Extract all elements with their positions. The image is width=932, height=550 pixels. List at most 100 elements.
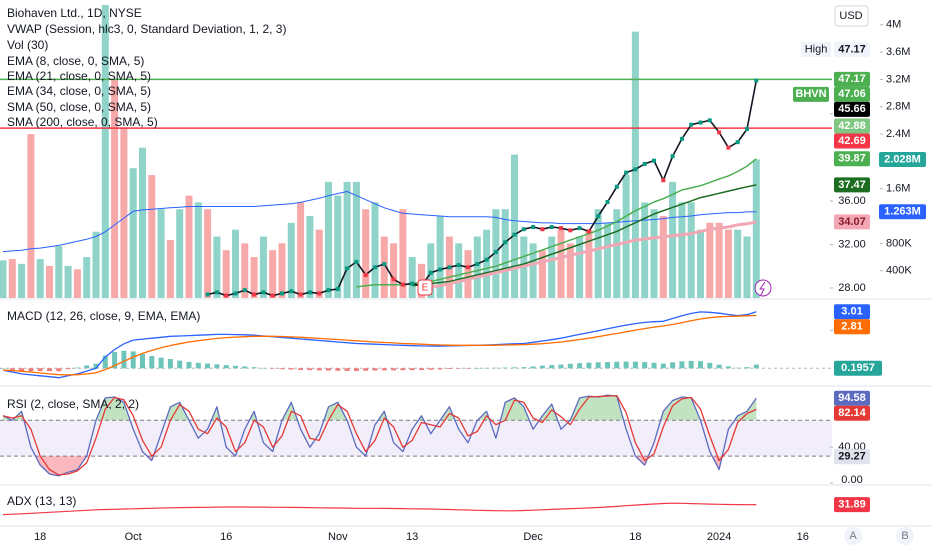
currency-button[interactable] (834, 5, 869, 27)
volume-bar (669, 181, 677, 298)
volume-ma-line (2, 191, 757, 253)
price-candle (652, 158, 656, 163)
macd-histogram-bar (28, 368, 34, 372)
volume-bar (36, 259, 44, 298)
macd-histogram-bar (112, 352, 118, 369)
macd-histogram-bar (446, 368, 452, 370)
volume-bar (0, 260, 7, 298)
volume-bar (455, 243, 463, 298)
macd-histogram-bar (670, 362, 676, 369)
volume-bar (287, 222, 295, 298)
legend-entry: EMA (21, close, 0, SMA, 5) (7, 69, 151, 83)
volume-bar (241, 243, 249, 298)
rsi-value-label: 82.14 (838, 407, 866, 419)
price-candle (670, 154, 675, 159)
volume-bar (111, 79, 119, 298)
macd-histogram-bar (549, 365, 555, 369)
volume-value-label: 2.028M (884, 153, 921, 165)
y2-tick-label: 1.6M (886, 183, 910, 195)
price-candle (252, 292, 257, 297)
macd-histogram-bar (623, 361, 629, 369)
macd-histogram-bar (437, 368, 443, 370)
price-level-label-box (834, 71, 870, 87)
volume-bar (613, 209, 621, 298)
high-value-label: 47.17 (838, 43, 866, 55)
price-level-label-box (834, 101, 870, 117)
adx-value-label-box (834, 497, 870, 513)
macd-histogram-bar (493, 367, 499, 369)
y2-tick-label: 2.4M (886, 128, 910, 140)
price-candle (224, 293, 229, 298)
price-candle (280, 291, 284, 296)
macd-histogram-bar (93, 363, 99, 369)
price-candle (642, 161, 647, 166)
scale-button[interactable] (844, 527, 862, 545)
price-candle (614, 184, 619, 189)
macd-histogram-bar (409, 368, 415, 371)
macd-histogram-bar (539, 365, 545, 369)
macd-histogram-bar (372, 368, 378, 371)
volume-bar (148, 175, 156, 298)
y-tick-label: 32.00 (838, 238, 866, 250)
volume-bar (213, 236, 221, 298)
scale-button-label: A (849, 530, 857, 542)
earnings-icon[interactable] (417, 279, 433, 296)
scale-button[interactable] (896, 527, 914, 545)
volume-bar (631, 31, 639, 298)
price-level-label-box (834, 118, 870, 134)
ma-value-label: 37.47 (838, 179, 866, 191)
price-candle (745, 127, 749, 132)
macd-histogram-bar (344, 368, 350, 371)
volume-bar (371, 202, 379, 298)
macd-histogram-bar (65, 368, 71, 370)
volume-value-label-box (879, 151, 926, 167)
ma-value-label-box (834, 177, 870, 193)
price-candle (391, 277, 396, 282)
dividend-icon[interactable] (754, 279, 772, 297)
volume-bar (697, 229, 704, 298)
macd-histogram-bar (177, 360, 183, 369)
macd-histogram-bar (0, 368, 6, 369)
volume-bar (334, 195, 342, 298)
macd-histogram-bar (195, 362, 201, 369)
volume-bar (120, 127, 128, 298)
rsi-level-label: 29.27 (838, 451, 866, 463)
histogram-value-label: 0.1957 (841, 362, 875, 374)
macd-histogram-bar (56, 368, 62, 372)
price-candle (735, 140, 740, 145)
price-level-label: 47.17 (838, 73, 866, 85)
y-tick-label: 28.00 (838, 282, 866, 294)
y-tick-label: 36.00 (838, 195, 866, 207)
x-tick-label: 2024 (707, 531, 731, 543)
macd-histogram-bar (74, 367, 80, 369)
volume-bar (743, 236, 751, 298)
volume-bar (204, 209, 212, 298)
price-candle (270, 293, 275, 298)
price-candle (456, 263, 461, 268)
price-candle (289, 289, 294, 294)
volume-bar (622, 175, 630, 298)
price-candle (717, 130, 722, 135)
price-candle (317, 291, 322, 296)
scale-button-label: B (901, 530, 908, 542)
volume-bar (604, 222, 611, 298)
macd-histogram-bar (9, 368, 15, 370)
macd-histogram-bar (223, 365, 229, 369)
macd-histogram-bar (698, 361, 703, 369)
macd-histogram-bar (753, 364, 759, 369)
volume-bar (687, 202, 695, 298)
ma-value-label: 34.07 (838, 216, 866, 228)
price-candle (242, 288, 247, 293)
macd-histogram-bar (419, 368, 424, 370)
ma-value-label-box (834, 151, 870, 167)
macd-histogram-bar (456, 368, 462, 369)
macd-histogram-bar (465, 368, 471, 369)
volume-bar (659, 216, 667, 298)
overlay: E Biohaven Ltd., 1D, NYSE VWAP (Session,… (0, 5, 932, 545)
macd-histogram-bar (502, 367, 508, 369)
macd-histogram-bar (558, 364, 564, 369)
volume-bar (8, 259, 16, 298)
price-candle (447, 265, 452, 270)
macd-histogram-bar (716, 364, 722, 369)
price-candle (345, 266, 350, 271)
